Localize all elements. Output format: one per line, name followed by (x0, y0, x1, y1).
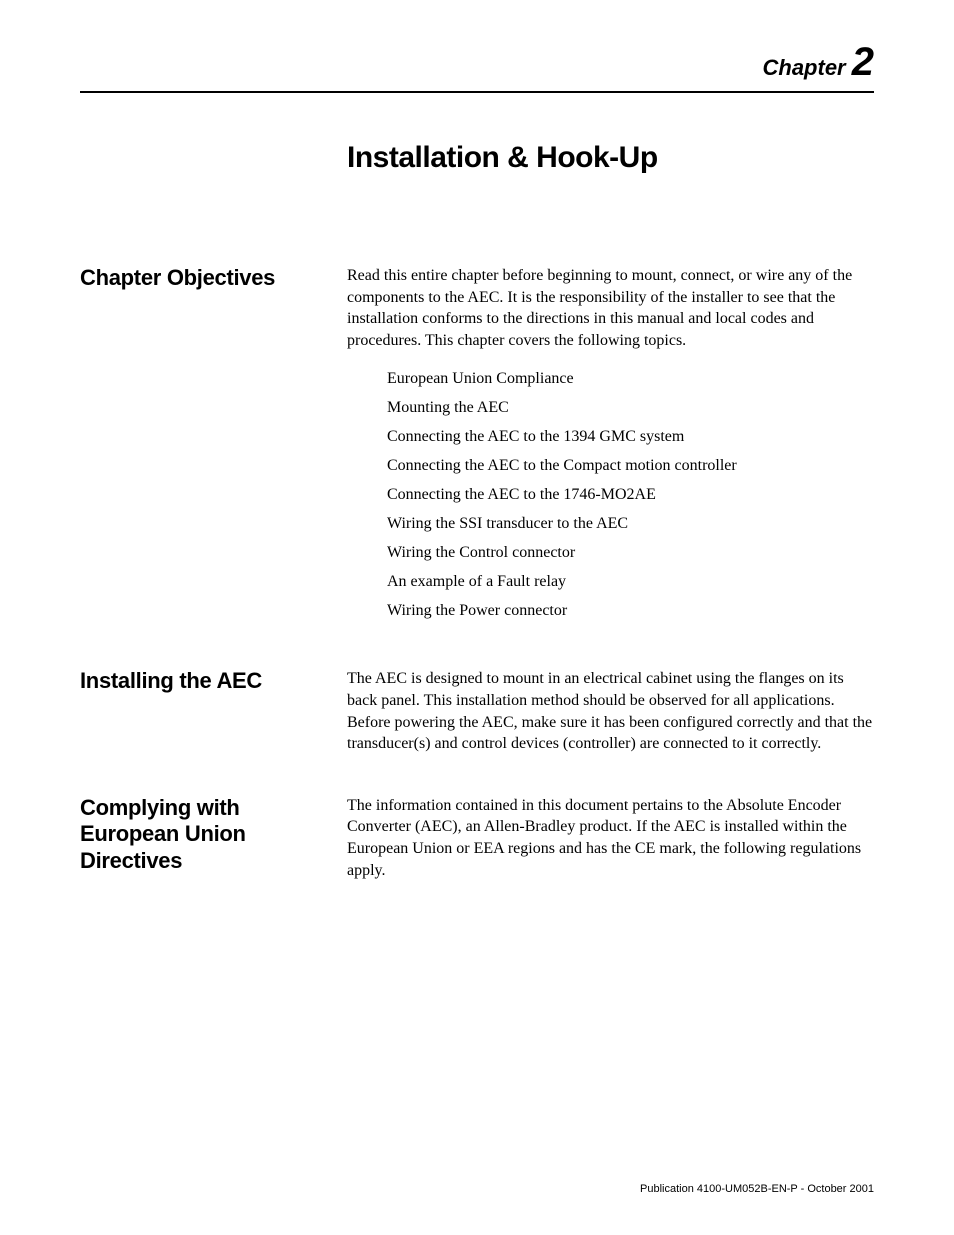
list-item: European Union Compliance (387, 367, 874, 391)
list-item: Wiring the Control connector (387, 541, 874, 565)
section-heading: Chapter Objectives (80, 265, 347, 291)
section-body: The information contained in this docume… (347, 795, 874, 881)
document-page: Chapter 2 Installation & Hook-Up Chapter… (0, 0, 954, 1235)
section-paragraph: The information contained in this docume… (347, 795, 874, 881)
page-title: Installation & Hook-Up (347, 141, 874, 175)
section-eu-directives: Complying with European Union Directives… (80, 795, 874, 881)
publication-footer: Publication 4100-UM052B-EN-P - October 2… (640, 1183, 874, 1195)
section-objectives: Chapter Objectives Read this entire chap… (80, 265, 874, 628)
section-body: The AEC is designed to mount in an elect… (347, 668, 874, 754)
list-item: Wiring the Power connector (387, 599, 874, 623)
list-item: An example of a Fault relay (387, 570, 874, 594)
section-paragraph: Read this entire chapter before beginnin… (347, 265, 874, 351)
list-item: Connecting the AEC to the 1746-MO2AE (387, 483, 874, 507)
section-heading: Complying with European Union Directives (80, 795, 347, 874)
chapter-marker: Chapter 2 (80, 40, 874, 85)
list-item: Connecting the AEC to the 1394 GMC syste… (387, 425, 874, 449)
section-body: Read this entire chapter before beginnin… (347, 265, 874, 628)
section-paragraph: The AEC is designed to mount in an elect… (347, 668, 874, 754)
header-rule (80, 91, 874, 93)
list-item: Mounting the AEC (387, 396, 874, 420)
list-item: Connecting the AEC to the Compact motion… (387, 454, 874, 478)
section-installing: Installing the AEC The AEC is designed t… (80, 668, 874, 754)
list-item: Wiring the SSI transducer to the AEC (387, 512, 874, 536)
topic-list: European Union Compliance Mounting the A… (347, 367, 874, 623)
section-heading: Installing the AEC (80, 668, 347, 694)
chapter-number: 2 (852, 40, 874, 84)
chapter-label: Chapter (763, 55, 846, 80)
